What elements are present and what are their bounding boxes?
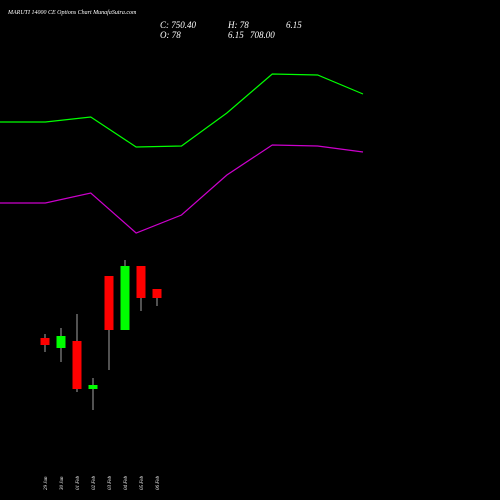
x-tick-label: 04 Feb	[124, 475, 129, 490]
info-text: H: 78	[227, 20, 249, 30]
indicator-line	[0, 73, 364, 148]
candle-body	[104, 276, 114, 330]
chart-title: MARUTI 14000 CE Options Chart MunafaSutr…	[7, 9, 137, 16]
info-text: 6.15	[286, 20, 302, 30]
info-text: C: 750.40	[160, 20, 197, 30]
x-tick-label: 01 Feb	[76, 475, 81, 490]
x-tick-label: 29 Jan	[44, 476, 49, 490]
candle-body	[56, 336, 66, 348]
info-text: 708.00	[250, 30, 275, 40]
candle-body	[136, 266, 146, 298]
indicator-line	[0, 144, 364, 234]
candle-body	[152, 289, 162, 298]
candle-body	[120, 266, 130, 330]
candle-body	[88, 385, 98, 389]
x-tick-label: 06 Feb	[156, 475, 161, 490]
x-tick-label: 05 Feb	[140, 475, 145, 490]
info-text: 6.15	[228, 30, 244, 40]
x-tick-label: 02 Feb	[92, 475, 97, 490]
candle-body	[72, 341, 82, 389]
info-text: O: 78	[160, 30, 181, 40]
x-tick-label: 30 Jan	[60, 476, 65, 490]
candle-body	[40, 338, 50, 345]
x-tick-label: 03 Feb	[108, 475, 113, 490]
